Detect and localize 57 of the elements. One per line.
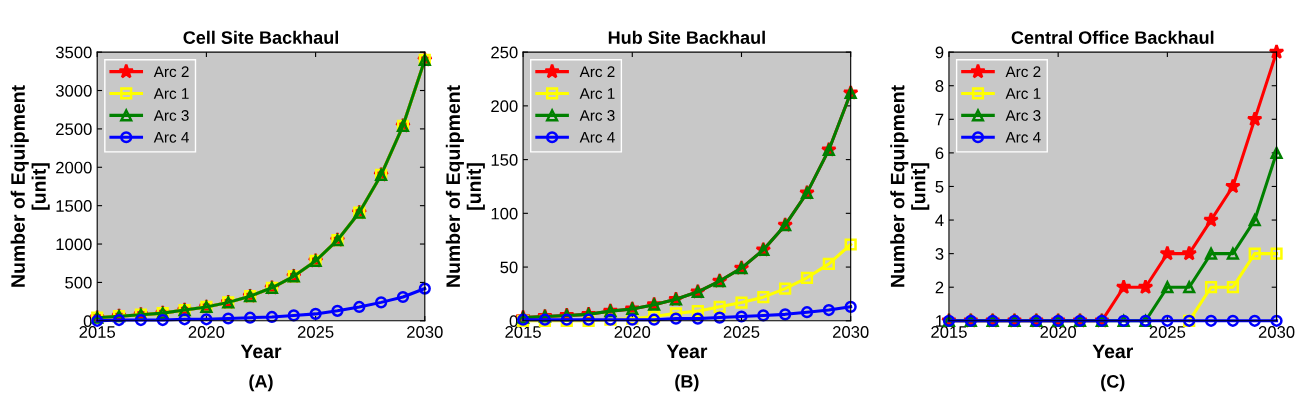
x-tick-label: 2030 xyxy=(1258,326,1295,338)
y-tick-label: 2500 xyxy=(56,123,92,136)
legend-label: Arc 3 xyxy=(153,110,189,121)
x-tick-label: 2025 xyxy=(1149,326,1186,338)
legend-label: Arc 2 xyxy=(1005,66,1041,78)
x-tick-label: 2020 xyxy=(188,326,225,338)
y-axis-title: Number of Equipment [unit] xyxy=(10,85,50,287)
x-axis-title: Year xyxy=(666,344,708,359)
y-tick-label: 250 xyxy=(491,46,518,59)
y-tick-label: 2000 xyxy=(56,161,92,174)
y-tick-label: 200 xyxy=(491,100,518,113)
y-tick-label: 3500 xyxy=(55,46,92,59)
y-axis-title: Number of Equipment [unit] xyxy=(890,85,930,287)
legend-label: Arc 4 xyxy=(153,132,189,143)
x-tick-label: 2025 xyxy=(723,326,760,338)
x-tick-label: 2030 xyxy=(407,326,443,338)
x-tick-label: 2020 xyxy=(1040,326,1077,338)
y-tick-label: 100 xyxy=(491,207,518,220)
y-tick-label: 3 xyxy=(935,248,944,260)
x-tick-label: 2030 xyxy=(832,326,869,338)
legend-label: Arc 2 xyxy=(579,66,615,78)
y-tick-label: 1500 xyxy=(56,200,92,212)
x-tick-label: 2020 xyxy=(614,326,651,338)
y-tick-label: 2 xyxy=(935,281,944,294)
y-tick-label: 500 xyxy=(65,276,92,289)
text: (C) xyxy=(1101,374,1125,392)
y-tick-label: 6 xyxy=(935,147,944,160)
chart-title: Hub Site Backhaul xyxy=(608,30,765,44)
y-tick-label: 8 xyxy=(935,80,944,92)
x-tick-label: 2015 xyxy=(79,326,116,338)
y-tick-label: 50 xyxy=(500,261,518,274)
x-axis-title: Year xyxy=(1092,344,1134,359)
x-tick-label: 2025 xyxy=(297,326,334,338)
legend-label: Arc 3 xyxy=(579,110,615,121)
y-tick-label: 1000 xyxy=(56,238,92,251)
y-tick-label: 1 xyxy=(936,315,944,327)
y-tick-label: 3000 xyxy=(55,84,92,97)
y-tick-label: 9 xyxy=(935,46,944,59)
legend-label: Arc 3 xyxy=(1005,110,1041,121)
legend-label: Arc 1 xyxy=(579,88,615,99)
x-tick-label: 2015 xyxy=(931,326,967,338)
legend-label: Arc 1 xyxy=(1005,88,1041,99)
text: (A) xyxy=(249,374,273,392)
x-tick-label: 2015 xyxy=(505,326,541,338)
y-tick-label: 5 xyxy=(935,181,944,193)
legend-label: Arc 4 xyxy=(579,132,615,143)
text: (B) xyxy=(675,374,699,392)
x-axis-title: Year xyxy=(240,344,282,359)
chart-title: Cell Site Backhaul xyxy=(183,30,338,44)
y-tick-label: 150 xyxy=(491,154,518,166)
legend-label: Arc 4 xyxy=(1005,132,1041,143)
y-tick-label: 7 xyxy=(935,113,944,126)
chart-title: Central Office Backhaul xyxy=(1011,30,1214,44)
legend-label: Arc 1 xyxy=(153,88,189,99)
y-axis-title: Number of Equipment [unit] xyxy=(445,85,485,287)
legend-label: Arc 2 xyxy=(153,66,189,78)
y-tick-label: 4 xyxy=(935,214,944,227)
